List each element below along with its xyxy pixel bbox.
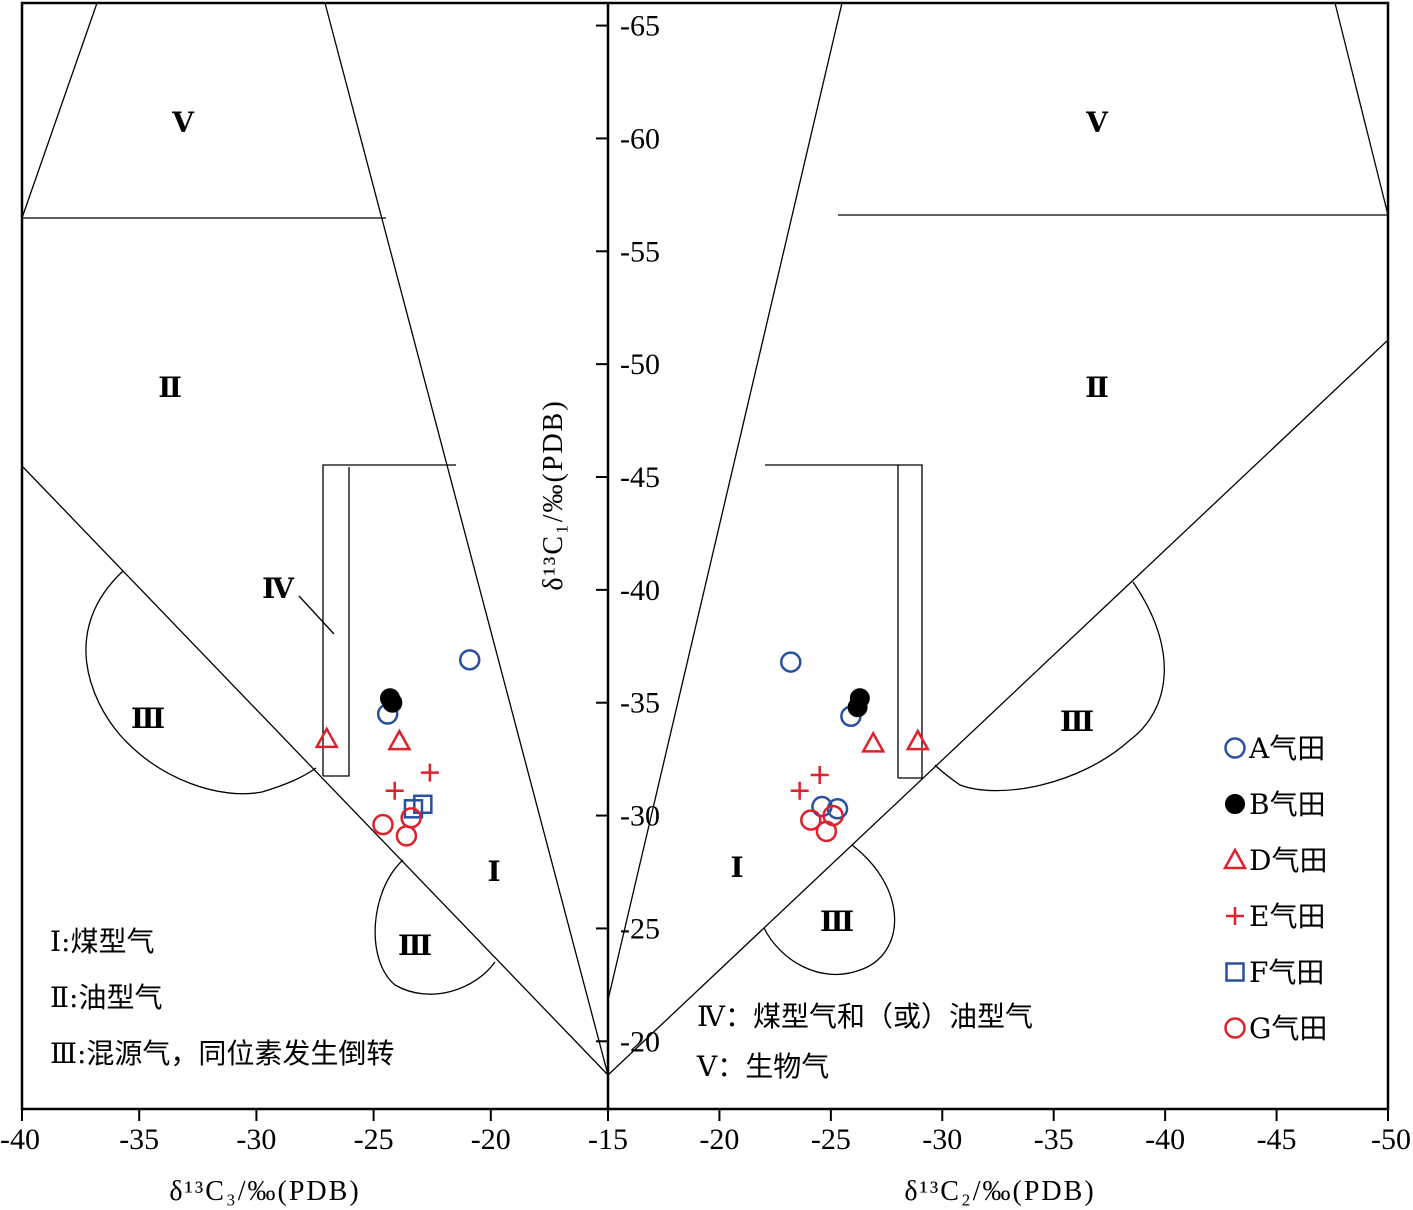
left-zone-label-iii-2: Ⅲ: [398, 929, 432, 962]
point-c2-series3-0: [810, 765, 829, 784]
point-c2-series5-2: [822, 804, 844, 827]
right-zone-boundaries: [607, 2, 1389, 1076]
point-c3-series0-0: [458, 649, 481, 671]
y-tick-label-7: -55: [620, 235, 660, 268]
right-zone-label-iii-2: Ⅲ: [820, 905, 854, 938]
point-c2-series5-0: [800, 809, 822, 831]
left-zone-iv-outer: [322, 464, 456, 776]
x-tick-label-right-2: -30: [922, 1123, 962, 1156]
left-zone-v-left-line: [21, 2, 98, 219]
y-tick-label-6: -50: [620, 348, 660, 381]
x-axis-title-left: δ¹³C₃/‰(PDB): [169, 1176, 360, 1207]
y-tick-label-1: -25: [620, 912, 660, 945]
legend-marker-5: [1224, 1017, 1246, 1039]
point-c3-series1-1: [382, 692, 403, 713]
left-zone-label-ii: Ⅱ: [158, 371, 182, 404]
right-zone-label-v: Ⅴ: [1085, 106, 1109, 139]
point-c2-series0-0: [779, 651, 802, 673]
right-zone-v-right-line: [1334, 2, 1389, 216]
left-zone-iii-lobe-2: [374, 859, 496, 995]
left-zone-boundary-upper: [324, 2, 609, 1076]
right-zone-label-iii-1: Ⅲ: [1060, 705, 1094, 738]
right-zone-boundary-upper: [607, 2, 843, 1001]
point-c3-series5-2: [395, 825, 418, 847]
point-c3-series3-1: [385, 781, 404, 800]
y-tick-label-3: -35: [620, 687, 660, 720]
legend-marker-4: [1225, 962, 1245, 982]
point-c3-series4-1: [403, 799, 424, 819]
point-c2-series1-1: [847, 697, 868, 718]
legend-label-4: F气田: [1249, 956, 1324, 989]
left-zone-label-i: Ⅰ: [487, 855, 500, 888]
legend-label-0: A气田: [1248, 732, 1325, 765]
x-tick-label-right-0: -20: [699, 1123, 739, 1156]
y-tick-label-9: -65: [620, 10, 660, 43]
y-tick-label-8: -60: [620, 122, 660, 155]
point-c3-series2-1: [387, 728, 412, 751]
legend-marker-3: [1226, 907, 1244, 925]
right-zone-boundary-lower: [607, 339, 1389, 1076]
x-tick-label-right-6: -50: [1371, 1123, 1411, 1156]
note-zone-iii: Ⅲ:混源气，同位素发生倒转: [50, 1037, 394, 1070]
right-zone-iii-lobe-2: [763, 844, 896, 975]
left-zone-label-iii-1: Ⅲ: [131, 702, 165, 735]
right-zone-iii-lobe-1: [934, 581, 1165, 792]
left-zone-iii-lobe-1: [85, 570, 317, 795]
note-zone-v: Ⅴ：生物气: [696, 1050, 829, 1083]
note-zone-iv: Ⅳ：煤型气和（或）油型气: [697, 1000, 1033, 1033]
x-tick-label-left-1: -35: [119, 1123, 159, 1156]
left-zone-label-iv: Ⅳ: [262, 572, 295, 605]
left-zone-boundary-lower: [21, 465, 609, 1076]
x-tick-label-left-0: -40: [0, 1123, 40, 1156]
y-tick-label-2: -30: [620, 800, 660, 833]
point-c2-series2-1: [905, 728, 930, 751]
x-tick-label-left-2: -30: [236, 1123, 276, 1156]
y-tick-label-4: -40: [620, 574, 660, 607]
note-zone-i: Ⅰ:煤型气: [50, 925, 155, 958]
left-zone-boundaries: [21, 2, 609, 1076]
x-tick-label-right-4: -40: [1145, 1123, 1185, 1156]
legend-marker-1: [1225, 794, 1245, 814]
legend-marker-0: [1224, 737, 1246, 759]
x-tick-label-right-1: -25: [811, 1123, 851, 1156]
right-zone-label-ii: Ⅱ: [1085, 371, 1109, 404]
legend: A气田 B气田 D气田 E气田 F气田 G气田: [1222, 732, 1327, 1045]
left-zone-iv-pointer: [298, 595, 335, 635]
x-tick-label-right-3: -35: [1034, 1123, 1074, 1156]
x-axis-title-right: δ¹³C₂/‰(PDB): [904, 1176, 1095, 1207]
y-tick-label-5: -45: [620, 461, 660, 494]
note-zone-ii: Ⅱ:油型气: [50, 981, 162, 1014]
y-tick-label-0: -20: [620, 1025, 660, 1058]
point-c3-series3-0: [420, 763, 439, 782]
data-points: [314, 649, 930, 847]
right-zone-label-i: Ⅰ: [730, 851, 743, 884]
left-zone-iv-inner: [323, 467, 350, 777]
x-tick-label-left-4: -20: [471, 1123, 511, 1156]
legend-label-5: G气田: [1249, 1012, 1327, 1045]
plot-frame: [20, 1, 1390, 1111]
x-tick-label-left-3: -25: [354, 1123, 394, 1156]
x-axis-ticks-right: -20 -25 -30 -35 -40 -45 -50: [699, 1109, 1411, 1156]
right-zone-iv-outer: [765, 464, 923, 779]
x-tick-label-left-5: -15: [588, 1123, 628, 1156]
legend-marker-2: [1222, 847, 1248, 870]
point-c2-series3-1: [790, 781, 809, 800]
left-zone-label-v: Ⅴ: [171, 106, 195, 139]
point-c2-series2-0: [861, 730, 886, 753]
y-axis-title: δ¹³C₁/‰(PDB): [538, 399, 569, 590]
y-axis-ticks: -20 -25 -30 -35 -40 -45 -50 -55 -60 -65: [596, 10, 660, 1058]
point-c3-series2-0: [314, 726, 339, 749]
legend-label-2: D气田: [1249, 844, 1327, 877]
legend-label-3: E气田: [1249, 900, 1325, 933]
x-tick-label-right-5: -45: [1257, 1123, 1297, 1156]
legend-label-1: B气田: [1249, 788, 1326, 821]
point-c3-series5-0: [372, 813, 394, 836]
x-axis-ticks-left: -40 -35 -30 -25 -20 -15: [0, 1109, 628, 1156]
